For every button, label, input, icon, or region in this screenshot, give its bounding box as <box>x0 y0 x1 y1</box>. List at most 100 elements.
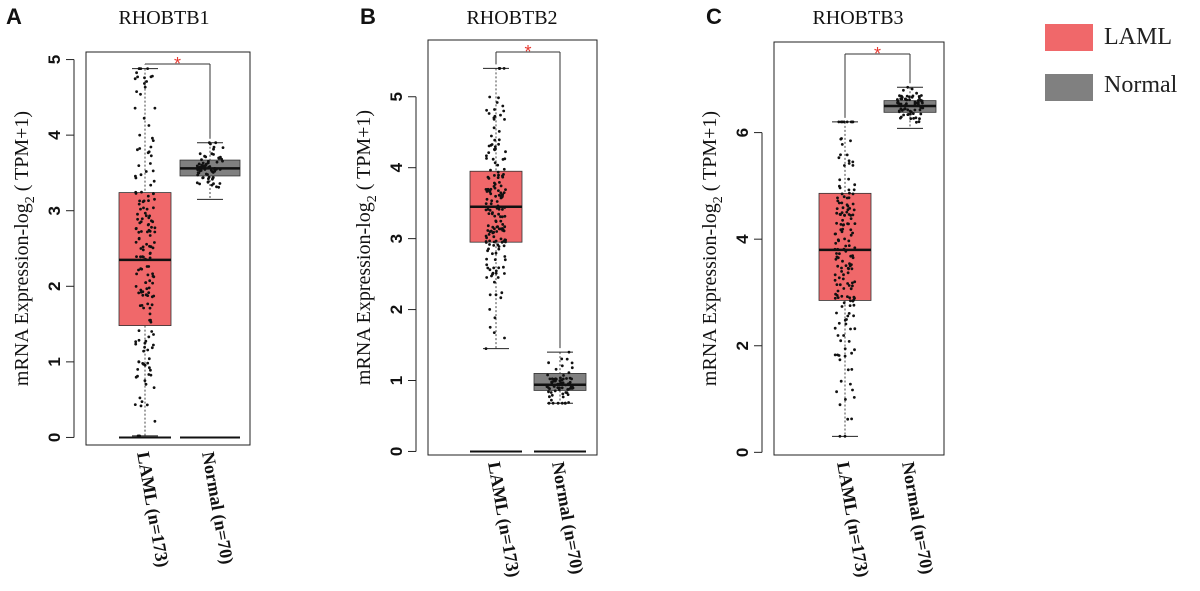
data-point <box>493 186 497 190</box>
data-point <box>843 434 847 438</box>
data-point <box>149 162 152 165</box>
data-point <box>504 238 507 242</box>
y-tick-label: 0 <box>45 433 64 442</box>
data-point <box>133 77 137 81</box>
data-point <box>494 194 497 198</box>
data-point <box>496 163 500 167</box>
data-point <box>835 207 839 211</box>
data-point <box>503 225 507 229</box>
data-point <box>204 172 208 176</box>
data-point <box>897 110 901 114</box>
data-point <box>493 280 496 284</box>
data-point <box>209 168 213 172</box>
y-axis-label: mRNA Expression-log2 ( TPM+1) <box>11 111 38 386</box>
data-point <box>849 299 852 303</box>
data-point <box>549 391 553 394</box>
data-point <box>205 162 208 166</box>
data-point <box>550 393 554 397</box>
data-point <box>566 393 570 396</box>
data-point <box>151 139 155 143</box>
data-point <box>565 377 568 380</box>
data-point <box>151 169 155 173</box>
data-point <box>496 170 500 174</box>
data-point <box>137 268 140 272</box>
data-point <box>493 174 496 177</box>
data-point <box>148 252 152 256</box>
data-point <box>146 230 149 234</box>
data-point <box>848 304 852 307</box>
y-axis-label: mRNA Expression-log2 ( TPM+1) <box>353 110 380 385</box>
data-point <box>486 229 490 232</box>
data-point <box>848 191 851 195</box>
data-point <box>849 233 853 237</box>
data-point <box>147 373 151 376</box>
box-normal: Normal (n=70) <box>179 141 241 566</box>
data-point <box>502 109 506 113</box>
data-point <box>833 326 837 330</box>
data-point <box>139 288 143 292</box>
data-point <box>493 316 497 320</box>
data-point <box>494 271 498 275</box>
data-point <box>850 120 854 124</box>
data-point <box>138 133 142 137</box>
data-point <box>840 305 844 308</box>
data-point <box>900 97 904 101</box>
x-tick-label: LAML (n=173) <box>483 460 524 579</box>
data-point <box>849 217 853 221</box>
data-point <box>898 94 901 98</box>
data-point <box>136 148 139 152</box>
data-point <box>503 258 507 262</box>
data-point <box>136 368 140 371</box>
data-point <box>492 266 496 270</box>
data-point <box>136 374 139 378</box>
data-point <box>198 165 202 169</box>
data-point <box>496 204 500 208</box>
legend-label-normal: Normal <box>1104 72 1178 98</box>
data-point <box>844 264 848 267</box>
data-point <box>215 185 218 189</box>
data-point <box>486 249 489 253</box>
data-point <box>491 211 494 215</box>
data-point <box>497 173 500 177</box>
data-point <box>502 191 506 195</box>
data-point <box>139 92 142 96</box>
data-point <box>137 338 141 342</box>
data-point <box>561 395 565 399</box>
data-point <box>845 318 848 321</box>
data-point <box>842 223 845 227</box>
data-point <box>839 153 842 157</box>
data-point <box>151 136 154 140</box>
data-point <box>835 221 838 225</box>
data-point <box>849 382 852 386</box>
data-point <box>501 208 504 211</box>
data-point <box>493 258 497 261</box>
data-point <box>488 268 492 272</box>
data-point <box>548 395 551 399</box>
data-point <box>839 339 843 343</box>
panel-title: RHOBTB2 <box>466 7 557 29</box>
data-point <box>487 233 491 236</box>
data-point <box>838 212 842 216</box>
data-point <box>499 184 503 188</box>
data-point <box>908 95 911 99</box>
data-point <box>493 227 496 231</box>
data-point <box>554 377 557 381</box>
data-point <box>152 333 155 336</box>
data-point <box>484 208 488 212</box>
data-point <box>570 366 574 370</box>
data-point <box>842 287 846 290</box>
data-point <box>152 275 156 279</box>
data-point <box>488 95 492 99</box>
data-point <box>496 243 500 247</box>
data-point <box>488 243 491 246</box>
data-point <box>561 392 565 396</box>
data-point <box>488 190 492 194</box>
plot-frame <box>773 41 945 456</box>
data-point <box>837 201 841 205</box>
data-point <box>503 206 507 209</box>
data-point <box>497 207 501 211</box>
data-point <box>140 400 144 403</box>
data-point <box>211 177 214 181</box>
data-point <box>145 287 149 291</box>
data-point <box>501 228 504 232</box>
